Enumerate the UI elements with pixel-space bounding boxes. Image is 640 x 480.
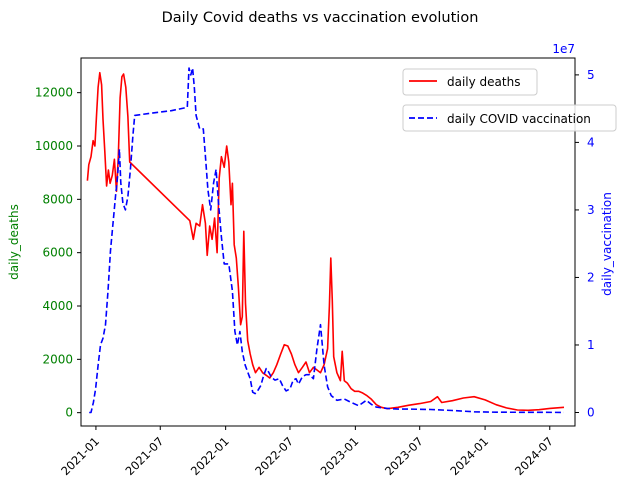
plot-frame — [80, 57, 576, 427]
y-right-tick-label: 3 — [587, 203, 595, 217]
y-left-tick-label: 4000 — [42, 299, 73, 313]
y-left-tick-label: 8000 — [42, 192, 73, 206]
series-line-daily-vaccination — [89, 67, 565, 414]
legend-vaccination: daily COVID vaccination — [402, 104, 617, 132]
series-line-daily-deaths — [86, 71, 565, 412]
y-axis-right-label: daily_vaccination — [600, 192, 614, 296]
y-axis-left-label: daily_deaths — [7, 204, 21, 280]
series-daily-deaths — [86, 71, 565, 412]
legend-vaccination-label: daily COVID vaccination — [447, 112, 591, 126]
y-right-tick-label: 5 — [587, 68, 595, 82]
y-left-tick-label: 10000 — [35, 139, 73, 153]
series-daily-vaccination — [89, 67, 565, 414]
y-right-tick-label: 2 — [587, 270, 595, 284]
y-left-tick-label: 6000 — [42, 246, 73, 260]
y-left-tick-label: 2000 — [42, 352, 73, 366]
y-axis-right: 0 1 2 3 4 5 — [575, 68, 595, 419]
legend-deaths: daily deaths — [402, 68, 538, 96]
y-axis-right-multiplier: 1e7 — [552, 42, 575, 56]
y-right-tick-label: 4 — [587, 135, 595, 149]
y-axis-left: 0 2000 4000 6000 8000 10000 12000 — [35, 86, 81, 420]
legend-vaccination-box — [402, 104, 617, 132]
y-left-tick-label: 12000 — [35, 86, 73, 100]
legend-deaths-box — [402, 68, 538, 96]
y-right-tick-label: 1 — [587, 338, 595, 352]
legend-deaths-label: daily deaths — [447, 75, 520, 89]
y-left-tick-label: 0 — [65, 406, 73, 420]
y-right-tick-label: 0 — [587, 405, 595, 419]
chart-title: Daily Covid deaths vs vaccination evolut… — [162, 10, 479, 26]
